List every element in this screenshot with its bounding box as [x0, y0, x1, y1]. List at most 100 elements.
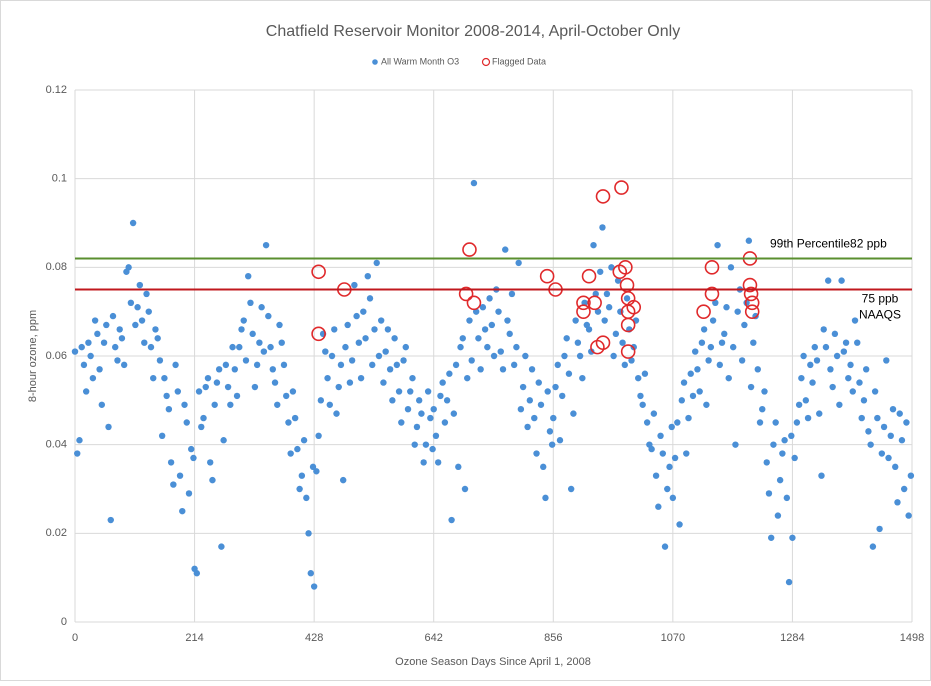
point [105, 423, 112, 431]
point [477, 366, 484, 373]
point [554, 361, 561, 369]
point [152, 326, 159, 333]
point [552, 383, 559, 391]
point [548, 441, 556, 448]
point [685, 414, 692, 422]
point [894, 499, 901, 506]
point [200, 414, 207, 422]
point [570, 410, 577, 417]
point [313, 468, 320, 475]
point [466, 317, 473, 324]
point [657, 432, 664, 439]
point [307, 570, 314, 577]
point [774, 512, 782, 519]
point [818, 472, 825, 479]
point [461, 485, 469, 493]
point [176, 472, 184, 479]
point [800, 352, 807, 360]
point [517, 406, 525, 413]
point [296, 485, 303, 493]
point [497, 348, 504, 355]
flagged-point [311, 326, 326, 342]
point [692, 348, 699, 355]
point [561, 352, 568, 360]
point [202, 383, 209, 391]
point [258, 304, 265, 311]
point [227, 401, 234, 408]
point [802, 397, 810, 404]
point [470, 179, 478, 187]
point [213, 379, 221, 386]
point [896, 410, 903, 417]
point [271, 379, 279, 386]
point [163, 392, 170, 400]
point [528, 366, 536, 373]
point [714, 241, 721, 249]
point [798, 374, 805, 382]
point [229, 343, 236, 351]
point [601, 317, 608, 324]
point [712, 299, 719, 306]
point [402, 343, 409, 351]
point [820, 326, 827, 333]
point [351, 281, 358, 289]
point [641, 370, 649, 377]
point [298, 472, 306, 479]
point [395, 388, 403, 395]
point [211, 401, 218, 408]
x-tick-label: 642 [425, 632, 443, 644]
point [118, 335, 126, 342]
point [639, 401, 646, 408]
point [107, 516, 114, 524]
point [524, 423, 531, 431]
point [167, 459, 175, 466]
flagged-point [618, 260, 633, 275]
x-tick-label: 0 [72, 632, 78, 644]
point [885, 454, 892, 462]
point [696, 388, 703, 395]
point [109, 312, 117, 320]
point [567, 485, 575, 493]
point [849, 388, 856, 395]
point [357, 374, 365, 382]
point [310, 583, 318, 590]
point [260, 348, 268, 355]
point [544, 388, 551, 395]
point [898, 437, 906, 444]
point [375, 352, 383, 360]
point [588, 348, 595, 355]
point [389, 397, 396, 404]
flagged-point [311, 264, 326, 280]
point [840, 348, 848, 355]
point [903, 419, 910, 426]
point [669, 494, 677, 502]
point [274, 401, 281, 408]
point [455, 463, 462, 471]
point [448, 516, 455, 524]
point [652, 472, 660, 479]
point [694, 366, 701, 373]
point [727, 264, 735, 271]
point [74, 450, 81, 457]
point [218, 543, 225, 550]
point [515, 259, 522, 267]
flagged-point [576, 304, 591, 319]
point [795, 401, 803, 408]
point [427, 414, 434, 422]
flagged-point [620, 317, 636, 333]
point [138, 317, 146, 324]
point [546, 428, 554, 435]
point [723, 304, 730, 311]
point [190, 454, 197, 462]
point [763, 459, 770, 466]
point [300, 437, 308, 444]
point [326, 401, 333, 408]
point [831, 330, 839, 338]
point [807, 361, 814, 369]
point [262, 241, 270, 249]
point [183, 419, 190, 426]
point [429, 445, 436, 453]
point [809, 379, 816, 386]
